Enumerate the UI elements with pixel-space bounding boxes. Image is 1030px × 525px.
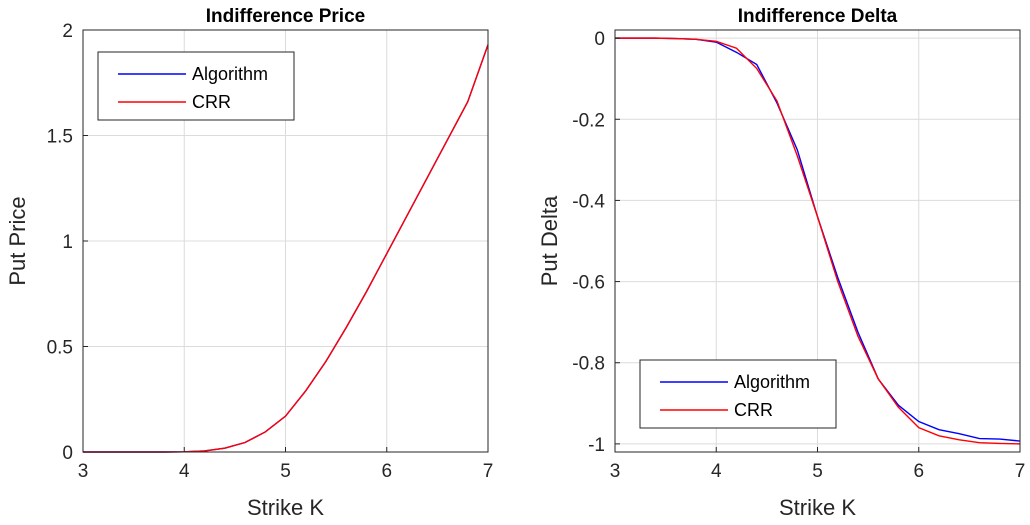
delta-y-tick-label: -0.8 — [572, 354, 605, 375]
price-legend-label-crr: CRR — [192, 92, 231, 112]
price-tick-labels: 3 4 5 6 7 0 0.5 1 1.5 2 — [47, 21, 494, 482]
price-chart: 3 4 5 6 7 0 0.5 1 1.5 2 Indifference Price Strike… — [5, 6, 493, 520]
delta-x-tick-label: 3 — [610, 461, 621, 482]
price-legend-label-algorithm: Algorithm — [192, 64, 268, 84]
price-y-tick-label: 0.5 — [47, 338, 73, 359]
delta-y-tick-label: -0.4 — [572, 191, 605, 212]
delta-y-axis-label: Put Delta — [537, 195, 562, 286]
delta-x-axis-label: Strike K — [779, 495, 856, 520]
delta-legend-box — [639, 359, 837, 429]
delta-y-tick-label: 0 — [594, 29, 605, 50]
delta-y-tick-label: -0.2 — [572, 110, 605, 131]
price-y-axis-label: Put Price — [5, 196, 30, 285]
delta-legend-label-crr: CRR — [734, 400, 773, 420]
price-y-tick-label: 2 — [62, 21, 73, 42]
delta-x-tick-label: 7 — [1015, 461, 1026, 482]
price-legend: Algorithm CRR — [97, 51, 295, 121]
price-y-tick-label: 0 — [62, 443, 73, 464]
price-x-axis-label: Strike K — [247, 495, 324, 520]
price-legend-box — [97, 51, 295, 121]
price-chart-title: Indifference Price — [206, 6, 365, 27]
delta-x-tick-label: 4 — [711, 461, 722, 482]
delta-chart-title: Indifference Delta — [738, 6, 898, 27]
delta-tick-labels: 3 4 5 6 7 0 -0.2 -0.4 -0.6 -0.8 -1 — [572, 29, 1025, 482]
price-x-tick-label: 4 — [179, 461, 190, 482]
delta-chart: 3 4 5 6 7 0 -0.2 -0.4 -0.6 -0.8 -1 Indifference De… — [537, 6, 1025, 520]
delta-legend: Algorithm CRR — [639, 359, 837, 429]
delta-series-crr — [615, 37, 1021, 445]
price-x-tick-label: 3 — [78, 461, 89, 482]
price-x-tick-label: 7 — [483, 461, 494, 482]
price-y-tick-label: 1.5 — [47, 127, 73, 148]
delta-x-tick-label: 6 — [913, 461, 924, 482]
price-x-tick-label: 5 — [280, 461, 291, 482]
delta-series-group — [615, 37, 1021, 445]
price-x-tick-label: 6 — [381, 461, 392, 482]
delta-y-tick-label: -0.6 — [572, 273, 605, 294]
delta-legend-label-algorithm: Algorithm — [734, 372, 810, 392]
delta-x-tick-label: 5 — [812, 461, 823, 482]
delta-y-tick-label: -1 — [588, 435, 605, 456]
price-y-tick-label: 1 — [62, 232, 73, 253]
